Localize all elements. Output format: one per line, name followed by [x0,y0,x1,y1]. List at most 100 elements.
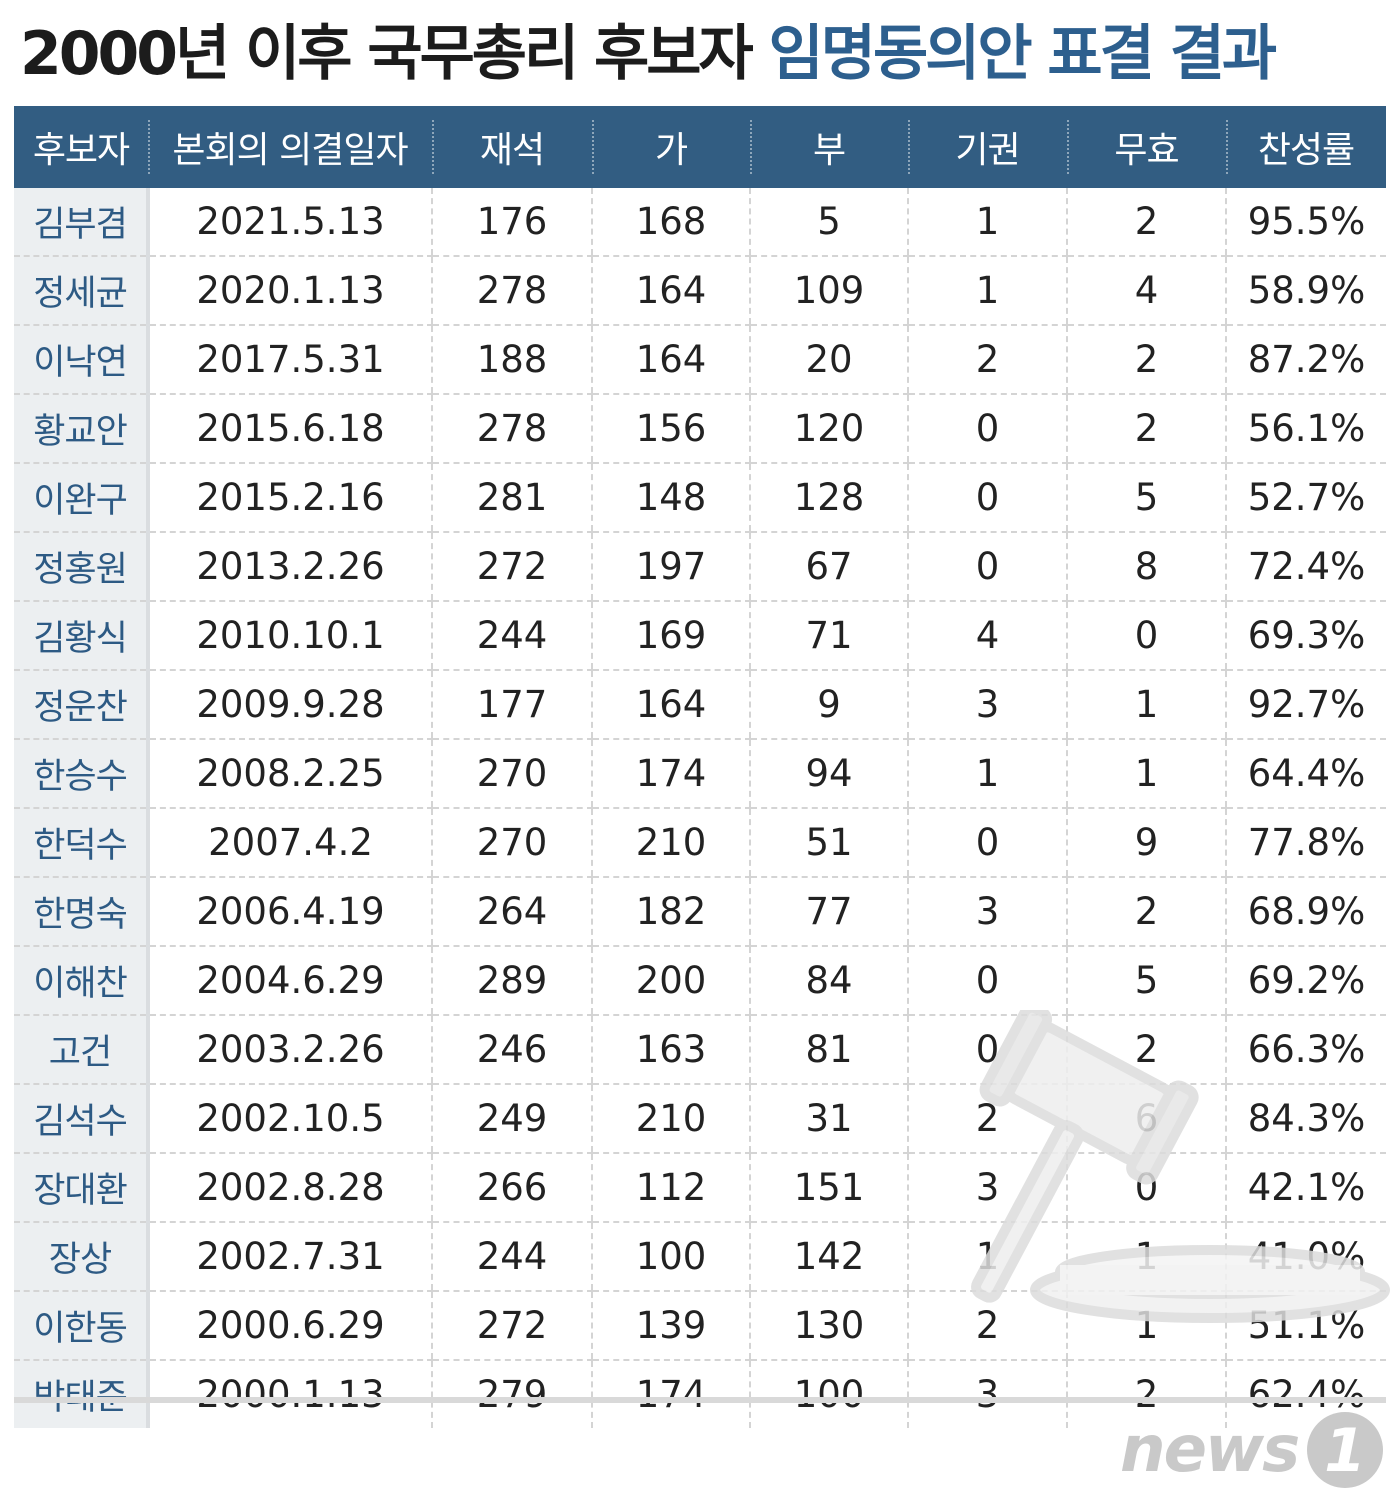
table-cell: 64.4% [1225,739,1386,809]
news1-logo-text: news [1120,1413,1300,1487]
column-header: 재석 [432,106,592,188]
table-cell: 94 [749,739,908,809]
table-cell: 2000.6.29 [148,1291,432,1361]
table-cell: 1 [1066,739,1226,809]
table-cell: 0 [1066,1153,1226,1223]
table-cell: 210 [591,808,750,878]
table-row: 이완구 2015.2.16 281 148 128 0 5 52.7% [14,463,1386,533]
table-cell: 8 [1066,532,1226,602]
candidate-name-cell: 이낙연 [14,325,150,395]
vote-results-table-container: 후보자 본회의 의결일자 재석 가 부 기권 무효 찬성률 김부겸 2021.5.13 176 16… [14,106,1386,1428]
table-cell: 2 [1066,188,1226,257]
table-row: 이해찬 2004.6.29 289 200 84 0 5 69.2% [14,946,1386,1016]
table-cell: 2 [1066,1360,1226,1428]
table-bottom-border [14,1397,1386,1403]
table-cell: 2 [907,325,1067,395]
table-cell: 2017.5.31 [148,325,432,395]
table-cell: 68.9% [1225,877,1386,947]
table-cell: 2 [1066,877,1226,947]
table-cell: 210 [591,1084,750,1154]
table-cell: 139 [591,1291,750,1361]
table-cell: 2 [907,1084,1067,1154]
table-cell: 128 [749,463,908,533]
table-row: 고건 2003.2.26 246 163 81 0 2 66.3% [14,1015,1386,1085]
table-cell: 168 [591,188,750,257]
table-row: 정운찬 2009.9.28 177 164 9 3 1 92.7% [14,670,1386,740]
table-cell: 2004.6.29 [148,946,432,1016]
table-cell: 100 [749,1360,908,1428]
table-cell: 151 [749,1153,908,1223]
table-cell: 246 [431,1015,592,1085]
table-row: 한승수 2008.2.25 270 174 94 1 1 64.4% [14,739,1386,809]
candidate-name-cell: 김석수 [14,1084,150,1154]
candidate-name-cell: 한명숙 [14,877,150,947]
table-cell: 278 [431,394,592,464]
table-cell: 130 [749,1291,908,1361]
table-cell: 3 [907,1360,1067,1428]
news1-logo-mark: 1 [1307,1412,1383,1488]
table-cell: 72.4% [1225,532,1386,602]
table-cell: 249 [431,1084,592,1154]
column-header: 찬성률 [1226,106,1386,188]
table-cell: 272 [431,1291,592,1361]
table-cell: 174 [591,739,750,809]
table-cell: 87.2% [1225,325,1386,395]
table-cell: 42.1% [1225,1153,1386,1223]
column-header: 후보자 [14,106,148,188]
table-cell: 176 [431,188,592,257]
table-header-row: 후보자 본회의 의결일자 재석 가 부 기권 무효 찬성률 [14,106,1386,188]
table-cell: 1 [907,1222,1067,1292]
table-cell: 69.2% [1225,946,1386,1016]
table-cell: 2010.10.1 [148,601,432,671]
table-cell: 2 [1066,1015,1226,1085]
table-cell: 0 [907,1015,1067,1085]
table-cell: 20 [749,325,908,395]
table-row: 이한동 2000.6.29 272 139 130 2 1 51.1% [14,1291,1386,1361]
table-cell: 2 [1066,325,1226,395]
candidate-name-cell: 황교안 [14,394,150,464]
table-cell: 2008.2.25 [148,739,432,809]
table-cell: 3 [907,1153,1067,1223]
table-cell: 9 [1066,808,1226,878]
candidate-name-cell: 고건 [14,1015,150,1085]
table-cell: 1 [1066,1222,1226,1292]
table-cell: 0 [907,946,1067,1016]
table-cell: 270 [431,808,592,878]
column-header: 본회의 의결일자 [148,106,432,188]
table-row: 김석수 2002.10.5 249 210 31 2 6 84.3% [14,1084,1386,1154]
table-cell: 77 [749,877,908,947]
table-row: 이낙연 2017.5.31 188 164 20 2 2 87.2% [14,325,1386,395]
table-cell: 1 [907,739,1067,809]
table-row: 정홍원 2013.2.26 272 197 67 0 8 72.4% [14,532,1386,602]
chart-title-accent: 임명동의안 표결 결과 [768,19,1278,89]
candidate-name-cell: 김황식 [14,601,150,671]
candidate-name-cell: 이해찬 [14,946,150,1016]
candidate-name-cell: 정운찬 [14,670,150,740]
candidate-name-cell: 장대환 [14,1153,150,1223]
table-cell: 270 [431,739,592,809]
table-cell: 272 [431,532,592,602]
table-row: 김부겸 2021.5.13 176 168 5 1 2 95.5% [14,188,1386,257]
table-cell: 2015.2.16 [148,463,432,533]
table-cell: 244 [431,601,592,671]
chart-title: 2000년 이후 국무총리 후보자 임명동의안 표결 결과 [20,14,1278,94]
table-cell: 9 [749,670,908,740]
table-cell: 289 [431,946,592,1016]
table-cell: 3 [907,670,1067,740]
table-cell: 174 [591,1360,750,1428]
table-cell: 2002.7.31 [148,1222,432,1292]
table-cell: 264 [431,877,592,947]
table-cell: 2002.10.5 [148,1084,432,1154]
candidate-name-cell: 김부겸 [14,188,150,257]
table-cell: 3 [907,877,1067,947]
table-cell: 177 [431,670,592,740]
table-cell: 84.3% [1225,1084,1386,1154]
table-cell: 164 [591,670,750,740]
table-cell: 163 [591,1015,750,1085]
table-cell: 41.0% [1225,1222,1386,1292]
table-cell: 52.7% [1225,463,1386,533]
table-cell: 69.3% [1225,601,1386,671]
table-cell: 197 [591,532,750,602]
candidate-name-cell: 장상 [14,1222,150,1292]
table-cell: 77.8% [1225,808,1386,878]
